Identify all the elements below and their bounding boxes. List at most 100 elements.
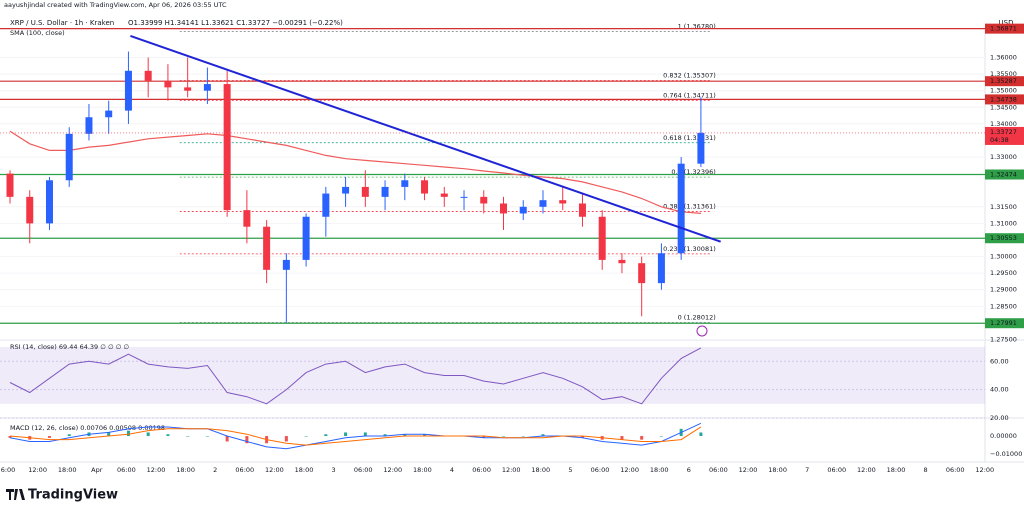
ohlc-values: O1.33999 H1.34141 L1.33621 C1.33727 −0.0…: [128, 19, 343, 27]
y-tick-label: 1.34500: [990, 103, 1017, 111]
macd-histogram-bar: [344, 432, 348, 437]
countdown-label: 04:38: [990, 136, 1009, 144]
candle-body: [302, 216, 310, 260]
symbol-title: XRP / U.S. Dollar · 1h · Kraken: [10, 19, 114, 27]
rsi-tick-label: 20.00: [990, 414, 1009, 422]
sma-label: SMA (100, close): [10, 29, 65, 37]
level-tag: [985, 94, 1024, 105]
macd-histogram-bar: [363, 432, 367, 437]
macd-histogram-bar: [126, 430, 130, 437]
candle-body: [361, 186, 369, 197]
macd-tick-label: −0.01000: [990, 450, 1022, 458]
fib-label: 1 (1.36780): [678, 23, 716, 31]
level-tag: [985, 233, 1024, 244]
candle-body: [381, 186, 389, 197]
y-tick-label: 1.31000: [990, 219, 1017, 227]
y-tick-label: 1.35500: [990, 70, 1017, 78]
brand-name: TradingView: [28, 488, 118, 503]
fib-label: 0.764 (1.34711): [663, 91, 716, 99]
candle-body: [657, 253, 665, 284]
macd-histogram-bar: [225, 436, 229, 442]
macd-histogram-bar: [146, 432, 150, 437]
candle-body: [618, 259, 626, 264]
candle-body: [342, 186, 350, 194]
candle-body: [26, 196, 34, 224]
candle-body: [282, 259, 290, 270]
x-tick-label: 06:00: [354, 466, 373, 474]
macd-histogram-bar: [521, 436, 525, 437]
fib-label: 0 (1.28012): [678, 314, 716, 322]
macd-histogram-bar: [580, 436, 584, 438]
macd-histogram-bar: [699, 432, 703, 437]
level-tag-label: 1.34738: [990, 95, 1017, 103]
x-tick-label: 12:00: [975, 466, 994, 474]
candle-body: [322, 193, 330, 217]
candle-body: [144, 70, 152, 81]
candle-body: [598, 216, 606, 260]
candle-body: [164, 80, 172, 88]
x-tick-label: 12:00: [739, 466, 758, 474]
candle-body: [480, 196, 488, 204]
candle-body: [539, 200, 547, 207]
candle-body: [65, 133, 73, 181]
x-tick-label: 7: [805, 466, 809, 474]
macd-histogram-bar: [659, 436, 663, 437]
y-tick-label: 1.30000: [990, 253, 1017, 261]
brand-logo: [6, 489, 25, 500]
x-tick-label: 06:00: [946, 466, 965, 474]
candle-body: [105, 110, 113, 118]
macd-line: [9, 422, 702, 450]
level-tag-label: 1.35287: [990, 77, 1017, 85]
macd-histogram-bar: [166, 434, 170, 437]
level-tag: [985, 76, 1024, 87]
candle-body: [421, 180, 429, 194]
candle-body: [203, 84, 211, 91]
candle-body: [45, 180, 53, 224]
candle-body: [124, 70, 132, 111]
y-tick-label: 1.36000: [990, 54, 1017, 62]
candle-body: [519, 206, 527, 214]
x-tick-label: 12:00: [28, 466, 47, 474]
level-tag: [985, 169, 1024, 180]
x-tick-label: 5: [568, 466, 572, 474]
macd-histogram-bar: [67, 434, 71, 437]
macd-label: MACD (12, 26, close) 0.00706 0.00508 0.0…: [10, 424, 165, 432]
y-tick-label: 1.29500: [990, 269, 1017, 277]
candle-body: [6, 173, 14, 197]
macd-histogram-bar: [245, 436, 249, 444]
last-price-tag: [985, 126, 1024, 145]
x-tick-label: 18:00: [295, 466, 314, 474]
fib-label: 0.382 (1.31361): [663, 202, 716, 210]
x-tick-label: 18:00: [768, 466, 787, 474]
x-tick-label: 18:00: [58, 466, 77, 474]
macd-histogram-bar: [324, 434, 328, 437]
x-tick-label: 06:00: [472, 466, 491, 474]
fib-label: 0.832 (1.35307): [663, 72, 716, 80]
candle-body: [401, 180, 409, 187]
macd-histogram-bar: [640, 436, 644, 440]
candle-body: [677, 163, 685, 254]
x-tick-label: 12:00: [502, 466, 521, 474]
fib-label: 0.236 (1.30081): [663, 245, 716, 253]
candle-body: [697, 132, 705, 164]
macd-histogram-bar: [284, 436, 288, 442]
level-tag-label: 1.32474: [990, 171, 1017, 179]
macd-histogram-bar: [383, 434, 387, 437]
level-tag-label: 1.36871: [990, 25, 1017, 33]
x-tick-label: 18:00: [887, 466, 906, 474]
macd-histogram-bar: [423, 434, 427, 437]
sma-line: [9, 130, 701, 214]
signal-line: [9, 426, 702, 446]
macd-histogram-bar: [482, 436, 486, 438]
x-tick-label: Apr: [91, 466, 103, 474]
macd-histogram-bar: [304, 436, 308, 437]
level-tag: [985, 23, 1024, 34]
level-tag-label: 1.30553: [990, 234, 1017, 242]
x-tick-label: 12:00: [383, 466, 402, 474]
alert-icon: [696, 325, 708, 337]
rsi-label: RSI (14, close) 69.44 64.39 ∅ ∅ ∅ ∅: [10, 343, 129, 351]
macd-histogram-bar: [8, 436, 12, 438]
rsi-band: [0, 347, 985, 404]
